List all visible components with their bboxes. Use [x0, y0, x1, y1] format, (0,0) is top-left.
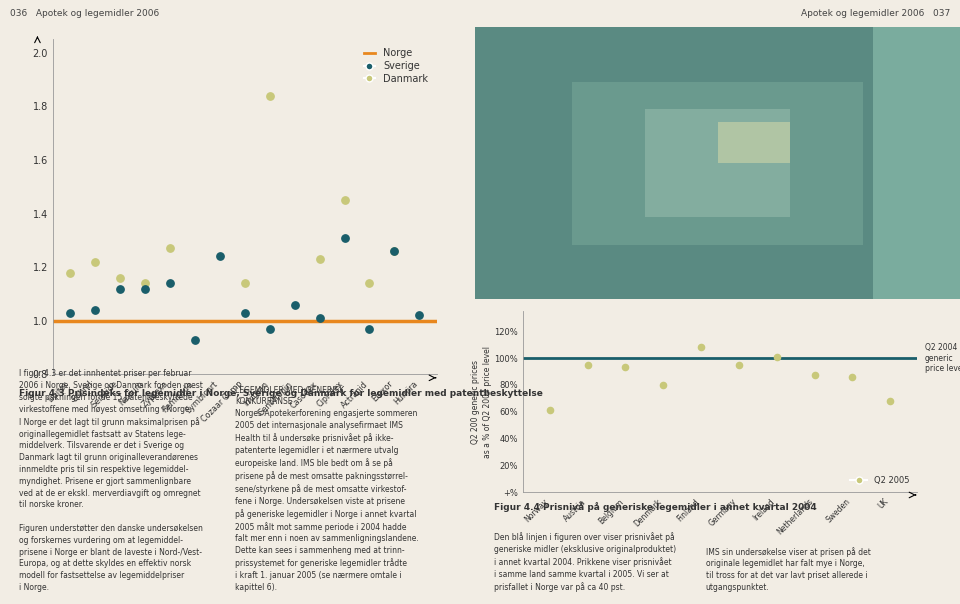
Point	[287, 300, 302, 310]
Point	[262, 324, 277, 334]
Point	[362, 324, 377, 334]
Point	[387, 246, 402, 256]
Point	[387, 246, 402, 256]
Point	[137, 284, 153, 294]
Point	[312, 313, 327, 323]
Point	[162, 243, 178, 253]
Text: LEGEMIDLER MED GENERISK
KONKURRANSE
Norges Apotekerforening engasjerte sommeren
: LEGEMIDLER MED GENERISK KONKURRANSE Norg…	[235, 385, 419, 592]
Point	[337, 195, 352, 205]
Point	[882, 396, 898, 406]
Text: Q2 2004
generic
price level: Q2 2004 generic price level	[924, 343, 960, 373]
Point	[237, 308, 252, 318]
Point	[362, 278, 377, 288]
Point	[617, 362, 633, 372]
Point	[262, 91, 277, 100]
Legend: Norge, Sverige, Danmark: Norge, Sverige, Danmark	[360, 44, 432, 88]
Point	[62, 268, 78, 277]
Text: Figur 4.4 Prisnivå på generiske legemidler i annet kvartal 2004: Figur 4.4 Prisnivå på generiske legemidl…	[494, 503, 817, 512]
Point	[162, 278, 178, 288]
Point	[337, 233, 352, 243]
Point	[237, 278, 252, 288]
Point	[87, 257, 103, 267]
Point	[412, 310, 427, 320]
Point	[693, 342, 708, 352]
Point	[187, 335, 203, 344]
Point	[656, 380, 671, 390]
Point	[580, 360, 595, 370]
Text: Figur 4.3 Prisindeks for legemidler i Norge, Sverige og Danmark for legemidler m: Figur 4.3 Prisindeks for legemidler i No…	[19, 388, 543, 397]
Text: IMS sin undersøkelse viser at prisen på det
originale legemidlet har falt mye i : IMS sin undersøkelse viser at prisen på …	[706, 547, 871, 592]
Point	[87, 305, 103, 315]
Point	[845, 372, 860, 382]
Point	[112, 273, 128, 283]
Bar	[572, 82, 863, 245]
Point	[137, 278, 153, 288]
Point	[312, 254, 327, 264]
Text: Apotek og legemidler 2006   037: Apotek og legemidler 2006 037	[801, 9, 950, 18]
Bar	[873, 27, 960, 299]
Point	[112, 284, 128, 294]
Text: I figur 4.3 er det innhentet priser per februar
2006 i Norge, Sverige og Danmark: I figur 4.3 er det innhentet priser per …	[19, 369, 204, 592]
Bar	[718, 122, 790, 163]
Point	[62, 308, 78, 318]
Point	[212, 252, 228, 262]
Point	[542, 405, 558, 415]
Point	[769, 352, 784, 362]
Text: Den blå linjen i figuren over viser prisnivået på
generiske midler (eksklusive o: Den blå linjen i figuren over viser pris…	[494, 532, 677, 592]
Point	[732, 360, 747, 370]
Text: 036   Apotek og legemidler 2006: 036 Apotek og legemidler 2006	[10, 9, 159, 18]
Bar	[645, 109, 790, 217]
Y-axis label: Q2 200 generic prices
as a % of Q2 2004 price level: Q2 200 generic prices as a % of Q2 2004 …	[471, 345, 492, 458]
Legend: Q2 2005: Q2 2005	[847, 472, 913, 488]
Point	[807, 371, 823, 381]
